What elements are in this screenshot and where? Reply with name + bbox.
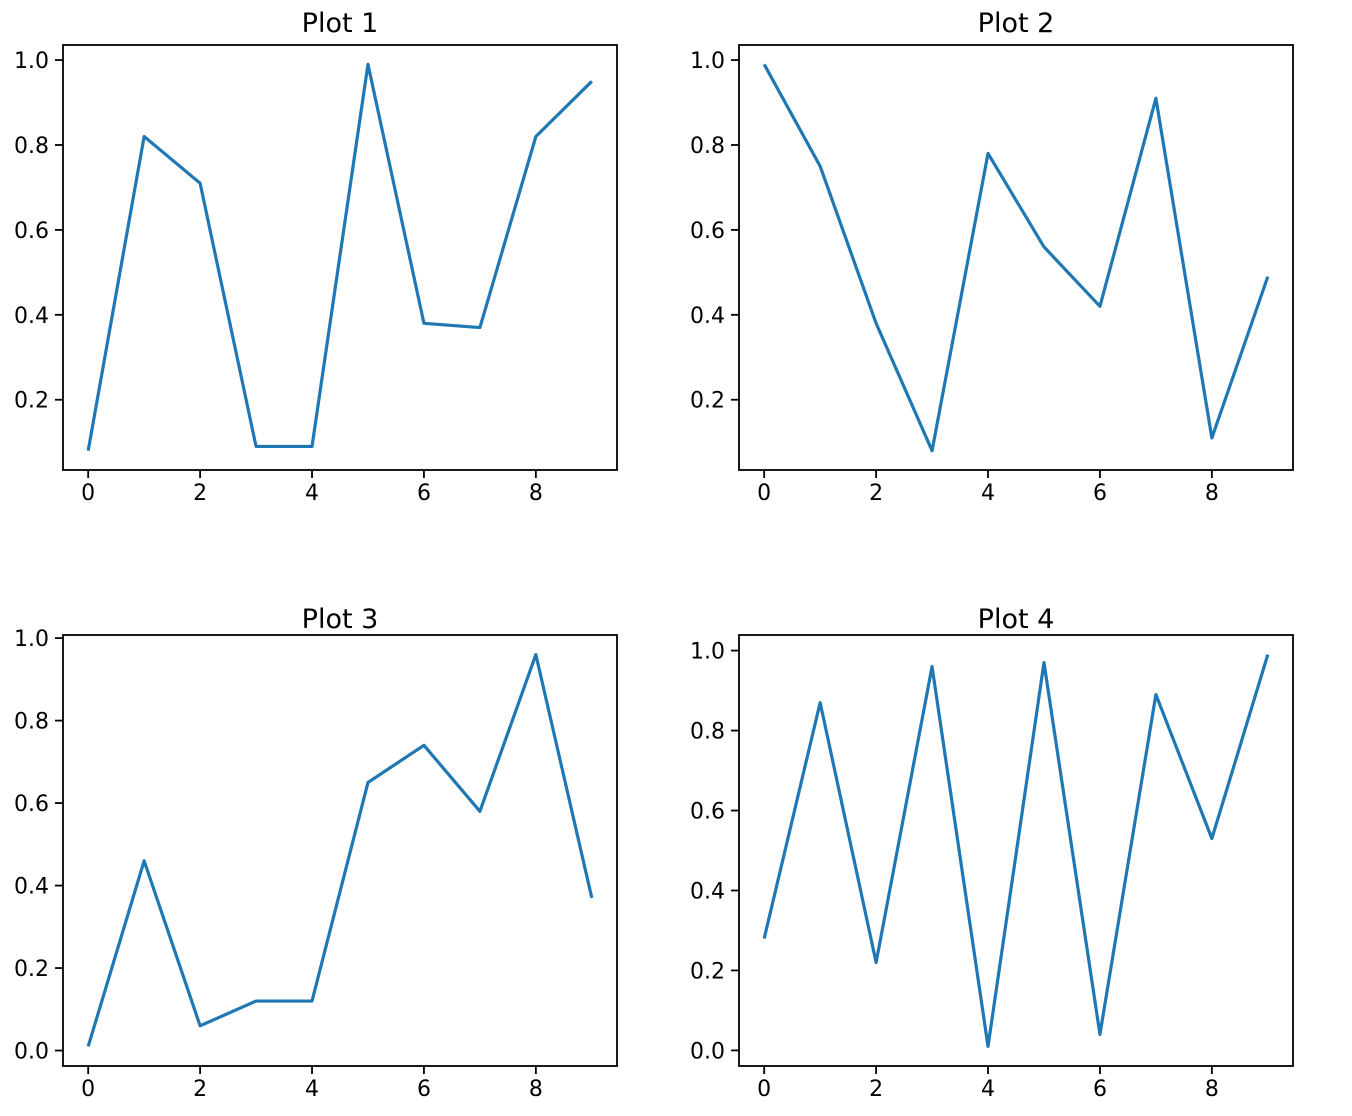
x-tick-label: 8 xyxy=(529,1077,543,1102)
y-tick-label: 0.4 xyxy=(14,875,49,900)
axes-frame xyxy=(738,634,1294,1067)
x-tick-label: 4 xyxy=(305,481,319,506)
y-tick-label: 0.8 xyxy=(690,720,725,745)
x-tick-label: 2 xyxy=(193,481,207,506)
x-tick-label: 8 xyxy=(1205,1077,1219,1102)
x-tick-label: 2 xyxy=(869,481,883,506)
x-tick-label: 4 xyxy=(305,1077,319,1102)
axes-frame xyxy=(62,634,618,1067)
data-line xyxy=(86,652,594,1047)
y-tick-label: 1.0 xyxy=(14,627,49,652)
y-tick-label: 0.6 xyxy=(690,800,725,825)
x-tick-label: 0 xyxy=(81,1077,95,1102)
data-line xyxy=(762,654,1270,1049)
y-tick-label: 1.0 xyxy=(690,640,725,665)
axes-frame xyxy=(738,44,1294,471)
x-tick-label: 0 xyxy=(757,481,771,506)
axes-frame xyxy=(62,44,618,471)
plot-4-title: Plot 4 xyxy=(977,604,1055,635)
y-tick-label: 0.2 xyxy=(14,957,49,982)
x-tick-label: 4 xyxy=(981,1077,995,1102)
y-tick-label: 0.6 xyxy=(690,219,725,244)
y-tick-label: 0.2 xyxy=(690,389,725,414)
plot-3-chart: 0 2 4 6 8 0.0 0.2 0.4 0.6 0.8 1.0 xyxy=(14,627,618,1102)
y-tick-label: 0.4 xyxy=(690,304,725,329)
y-tick-label: 0.4 xyxy=(14,304,49,329)
x-tick-label: 6 xyxy=(1093,1077,1107,1102)
y-tick-label: 0.4 xyxy=(690,879,725,904)
x-tick-label: 0 xyxy=(81,481,95,506)
y-tick-label: 0.0 xyxy=(14,1040,49,1065)
y-tick-label: 1.0 xyxy=(690,49,725,74)
x-tick-label: 6 xyxy=(1093,481,1107,506)
y-tick-label: 0.8 xyxy=(690,134,725,159)
data-line xyxy=(86,62,593,451)
y-tick-label: 0.2 xyxy=(690,959,725,984)
subplot-plot-4: Plot 4 0 2 4 6 8 0.0 0.2 0.4 0.6 0.8 1.0 xyxy=(676,558,1352,1116)
x-tick-label: 4 xyxy=(981,481,995,506)
y-tick-label: 0.6 xyxy=(14,792,49,817)
x-tick-label: 6 xyxy=(417,1077,431,1102)
plot-2-title: Plot 2 xyxy=(977,8,1055,39)
x-tick-label: 8 xyxy=(1205,481,1219,506)
plot-1-title: Plot 1 xyxy=(301,8,379,39)
plot-3-title: Plot 3 xyxy=(301,604,379,635)
y-tick-label: 1.0 xyxy=(14,49,49,74)
subplot-plot-1: Plot 1 0 2 4 6 8 0.2 0.4 0.6 0.8 1.0 xyxy=(0,0,676,558)
x-tick-label: 2 xyxy=(193,1077,207,1102)
x-tick-label: 8 xyxy=(529,481,543,506)
data-line xyxy=(762,63,1270,453)
x-tick-label: 6 xyxy=(417,481,431,506)
plot-4-chart: 0 2 4 6 8 0.0 0.2 0.4 0.6 0.8 1.0 xyxy=(690,634,1294,1102)
x-tick-label: 2 xyxy=(869,1077,883,1102)
plot-2-chart: 0 2 4 6 8 0.2 0.4 0.6 0.8 1.0 xyxy=(690,44,1294,506)
plot-1-chart: 0 2 4 6 8 0.2 0.4 0.6 0.8 1.0 xyxy=(14,44,618,506)
x-tick-label: 0 xyxy=(757,1077,771,1102)
subplot-plot-2: Plot 2 0 2 4 6 8 0.2 0.4 0.6 0.8 1.0 xyxy=(676,0,1352,558)
y-tick-label: 0.8 xyxy=(14,710,49,735)
y-tick-label: 0.8 xyxy=(14,134,49,159)
subplot-plot-3: Plot 3 0 2 4 6 8 0.0 0.2 0.4 0.6 0.8 1.0 xyxy=(0,558,676,1116)
y-tick-label: 0.2 xyxy=(14,389,49,414)
y-tick-label: 0.6 xyxy=(14,219,49,244)
y-tick-label: 0.0 xyxy=(690,1039,725,1064)
